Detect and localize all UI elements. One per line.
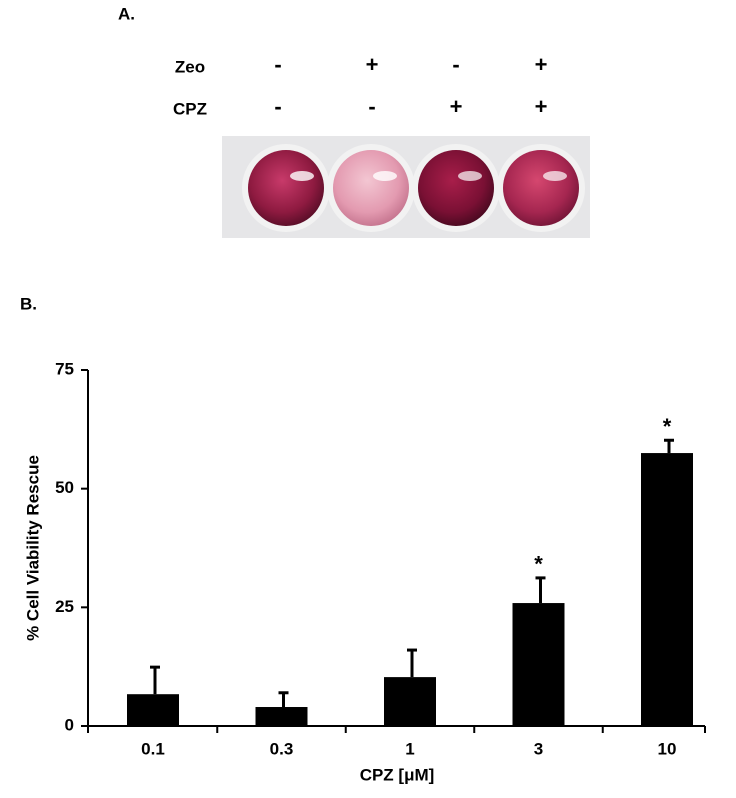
y-axis-label: % Cell Viability Rescue <box>23 455 42 641</box>
well <box>248 150 324 226</box>
significance-mark: * <box>534 552 543 577</box>
treatment-sign: - <box>452 52 459 77</box>
bar <box>384 677 436 726</box>
glare <box>543 171 567 181</box>
treatment-sign: - <box>368 94 375 119</box>
treatment-sign: - <box>274 52 281 77</box>
bar <box>127 694 179 726</box>
y-tick-label: 0 <box>65 715 74 734</box>
well-photo <box>222 136 590 238</box>
glare <box>373 171 397 181</box>
bar <box>641 453 693 726</box>
treatment-sign: + <box>366 52 379 77</box>
y-tick-label: 25 <box>55 597 74 616</box>
x-tick-label: 0.3 <box>270 739 294 758</box>
x-tick-label: 3 <box>534 739 543 758</box>
well <box>418 150 494 226</box>
treatment-sign: + <box>450 94 463 119</box>
significance-mark: * <box>663 414 672 439</box>
bar <box>512 603 565 726</box>
glare <box>458 171 482 181</box>
row-label: CPZ <box>173 99 207 118</box>
treatment-sign: + <box>535 52 548 77</box>
panel-label: A. <box>118 4 135 23</box>
x-tick-label: 0.1 <box>141 739 165 758</box>
bar <box>255 707 308 726</box>
glare <box>290 171 314 181</box>
x-axis-label: CPZ [μM] <box>360 765 435 784</box>
treatment-sign: - <box>274 94 281 119</box>
well <box>333 150 409 226</box>
x-tick-label: 10 <box>658 739 677 758</box>
row-label: Zeo <box>175 57 205 76</box>
x-tick-label: 1 <box>405 739 414 758</box>
treatment-sign: + <box>535 94 548 119</box>
y-tick-label: 75 <box>55 359 74 378</box>
panel-label: B. <box>20 294 37 313</box>
well <box>503 150 579 226</box>
y-tick-label: 50 <box>55 478 74 497</box>
